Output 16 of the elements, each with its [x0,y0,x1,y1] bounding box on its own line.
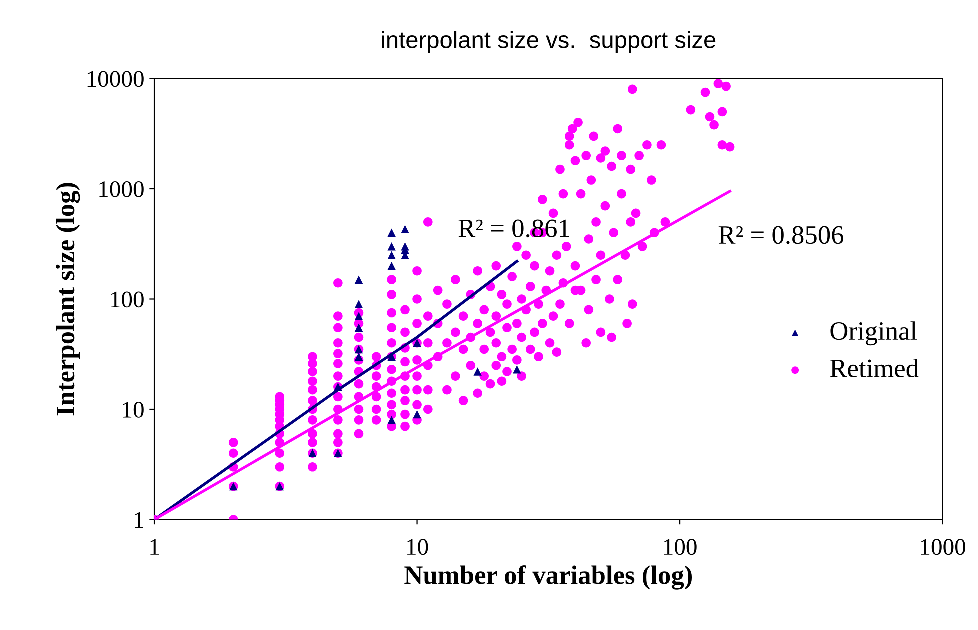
annotation: R² = 0.861 [458,220,570,238]
y-axis-title: Interpolant size (log) [56,183,80,416]
x-tick-label: 10 [408,539,428,556]
y-tick-label: 1 [135,512,144,528]
y-tick-label: 100 [111,292,144,308]
x-axis-title: Number of variables (log) [404,565,692,590]
annotation: R² = 0.8506 [718,226,844,244]
y-tick-label: 10 [123,402,144,418]
x-tick-label: 1000 [921,539,966,556]
chart-title: interpolant size vs. support size [382,31,716,54]
legend-label: Original [830,322,918,346]
x-tick-label: 100 [664,539,697,556]
x-tick-label: 1 [150,539,160,555]
legend-label: Retimed [830,358,919,378]
y-tick-label: 1000 [100,181,144,198]
y-tick-label: 10000 [88,71,144,88]
